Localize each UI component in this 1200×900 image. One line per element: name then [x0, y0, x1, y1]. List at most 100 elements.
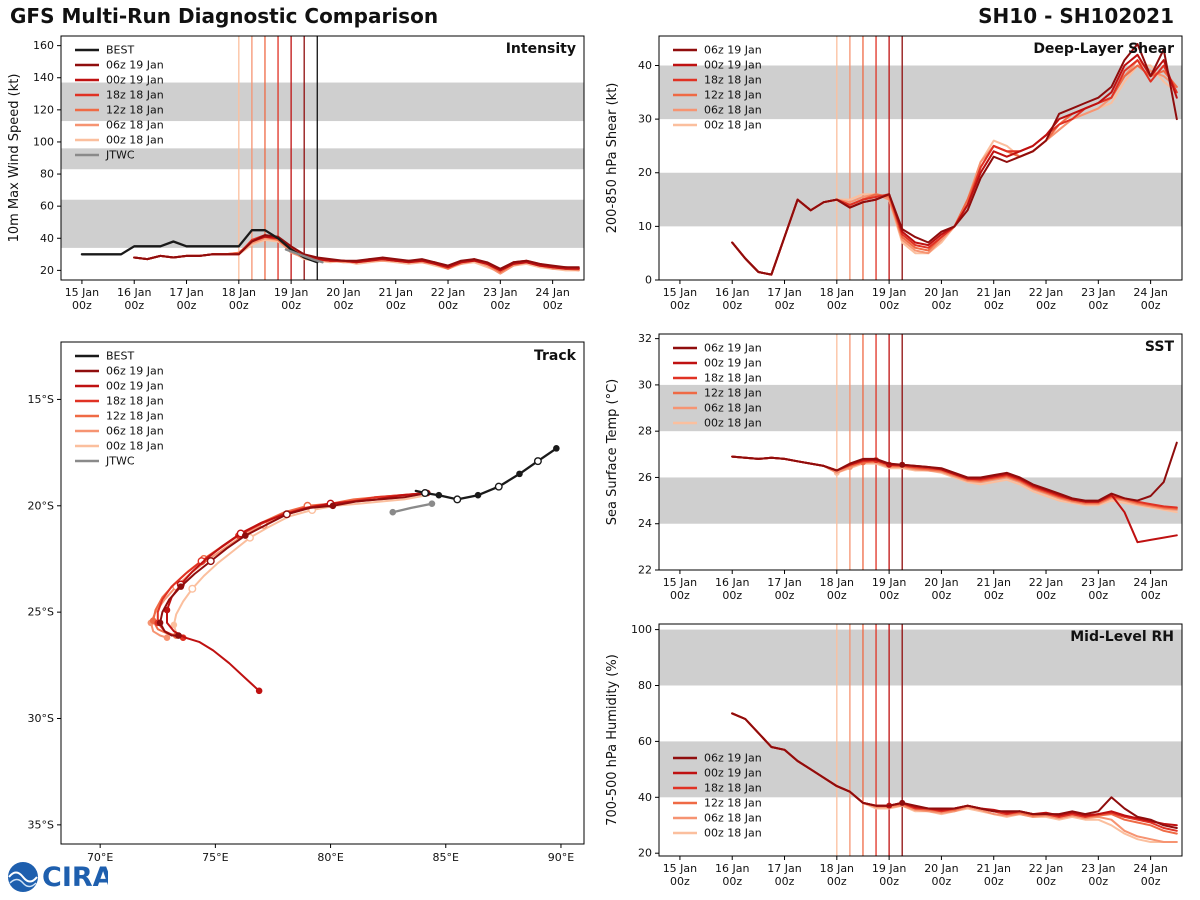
- x-tick-label: 16 Jan: [715, 576, 749, 589]
- plot-frame: [658, 35, 1183, 281]
- x-tick-label: 20 Jan: [924, 862, 958, 875]
- track-panel: 15°S 20°S 25°S 30°S 35°S 70°E 75°E 80°E 85°E 90°E…: [28, 341, 585, 864]
- category-band: [61, 82, 584, 122]
- y-tick-label: 20: [638, 166, 652, 179]
- x-tick-sublabel: 00z: [775, 299, 795, 312]
- category-band: [659, 172, 1182, 227]
- x-tick-sublabel: 00z: [1088, 875, 1108, 888]
- x-tick-label: 22 Jan: [431, 286, 465, 299]
- x-tick-label: 19 Jan: [872, 862, 906, 875]
- x-tick-sublabel: 00z: [124, 299, 144, 312]
- legend-label: 00z 19 Jan: [106, 380, 164, 393]
- x-tick-label: 85°E: [433, 851, 459, 864]
- track-marker-filled: [255, 687, 263, 695]
- init-marker: [899, 461, 906, 468]
- init-marker: [899, 799, 906, 806]
- x-tick-label: 18 Jan: [820, 862, 854, 875]
- legend-label: 06z 19 Jan: [106, 59, 164, 72]
- y-axis-label: 700-500 hPa Humidity (%): [605, 654, 620, 826]
- x-tick-label: 22 Jan: [1029, 576, 1063, 589]
- legend-label: 00z 19 Jan: [704, 357, 762, 370]
- track-marker-open: [188, 584, 197, 593]
- category-band: [659, 741, 1182, 798]
- x-tick-sublabel: 00z: [334, 299, 354, 312]
- legend-label: 06z 18 Jan: [704, 812, 762, 825]
- x-tick-sublabel: 00z: [1036, 875, 1056, 888]
- series-line: [133, 234, 580, 270]
- plot-frame: [60, 341, 585, 845]
- track-marker-filled: [170, 621, 178, 629]
- track-marker-filled: [329, 502, 337, 510]
- panel-title: Mid-Level RH: [1070, 629, 1174, 645]
- category-band: [659, 629, 1182, 686]
- x-tick-label: 19 Jan: [872, 286, 906, 299]
- x-tick-label: 80°E: [317, 851, 343, 864]
- x-tick-label: 23 Jan: [1081, 286, 1115, 299]
- x-tick-sublabel: 00z: [1141, 299, 1161, 312]
- plot-frame: [658, 623, 1183, 857]
- cira-logo-text: CIRA: [42, 862, 108, 893]
- series-line: [731, 43, 1178, 276]
- legend-label: 18z 18 Jan: [106, 89, 164, 102]
- legend-label: 06z 18 Jan: [106, 425, 164, 438]
- legend-label: 12z 18 Jan: [704, 797, 762, 810]
- x-tick-label: 17 Jan: [767, 862, 801, 875]
- y-tick-label: 120: [33, 103, 54, 116]
- x-tick-label: 18 Jan: [820, 286, 854, 299]
- track-marker-open: [421, 489, 430, 498]
- track-marker-filled: [435, 491, 443, 499]
- x-tick-label: 16 Jan: [715, 286, 749, 299]
- legend-label: 06z 19 Jan: [704, 752, 762, 765]
- track-marker-filled: [389, 508, 397, 516]
- y-tick-label: 20°S: [28, 499, 54, 512]
- x-tick-label: 19 Jan: [274, 286, 308, 299]
- y-tick-label: 60: [40, 200, 54, 213]
- legend-label: 18z 18 Jan: [704, 74, 762, 87]
- track-line: [166, 492, 429, 692]
- series-line: [731, 712, 1178, 829]
- x-tick-label: 17 Jan: [767, 576, 801, 589]
- legend-label: 00z 18 Jan: [704, 417, 762, 430]
- track-line: [391, 502, 434, 514]
- x-tick-sublabel: 00z: [281, 299, 301, 312]
- track-marker-filled: [553, 445, 560, 452]
- x-tick-label: 15 Jan: [65, 286, 99, 299]
- y-axis-label: Sea Surface Temp (°C): [605, 379, 620, 526]
- legend-label: 18z 18 Jan: [704, 372, 762, 385]
- x-tick-sublabel: 00z: [490, 299, 510, 312]
- x-tick-sublabel: 00z: [670, 299, 690, 312]
- legend-label: 06z 19 Jan: [704, 342, 762, 355]
- legend-label: 00z 18 Jan: [106, 134, 164, 147]
- x-tick-sublabel: 00z: [827, 589, 847, 602]
- panel-title: Deep-Layer Shear: [1033, 41, 1174, 57]
- legend-label: 12z 18 Jan: [704, 387, 762, 400]
- y-tick-label: 80: [40, 168, 54, 181]
- x-tick-label: 23 Jan: [1081, 576, 1115, 589]
- x-tick-sublabel: 00z: [1088, 589, 1108, 602]
- x-tick-label: 21 Jan: [976, 286, 1010, 299]
- x-tick-label: 16 Jan: [117, 286, 151, 299]
- track-marker-open: [453, 495, 462, 504]
- track-marker-open: [206, 557, 215, 566]
- x-tick-sublabel: 00z: [229, 299, 249, 312]
- x-tick-label: 24 Jan: [535, 286, 569, 299]
- x-tick-sublabel: 00z: [386, 299, 406, 312]
- y-tick-label: 20: [638, 847, 652, 860]
- x-tick-sublabel: 00z: [722, 875, 742, 888]
- cira-globe-wave: [8, 871, 38, 883]
- x-tick-label: 90°E: [548, 851, 574, 864]
- series-line: [284, 248, 324, 264]
- legend-label: 06z 19 Jan: [106, 365, 164, 378]
- x-tick-label: 22 Jan: [1029, 286, 1063, 299]
- legend-label: 12z 18 Jan: [704, 89, 762, 102]
- x-tick-sublabel: 00z: [984, 875, 1004, 888]
- x-tick-sublabel: 00z: [722, 299, 742, 312]
- legend-label: 00z 18 Jan: [106, 440, 164, 453]
- x-tick-label: 18 Jan: [820, 576, 854, 589]
- cira-logo: CIRA: [4, 854, 114, 900]
- y-tick-label: 40: [638, 791, 652, 804]
- legend-label: 00z 19 Jan: [704, 767, 762, 780]
